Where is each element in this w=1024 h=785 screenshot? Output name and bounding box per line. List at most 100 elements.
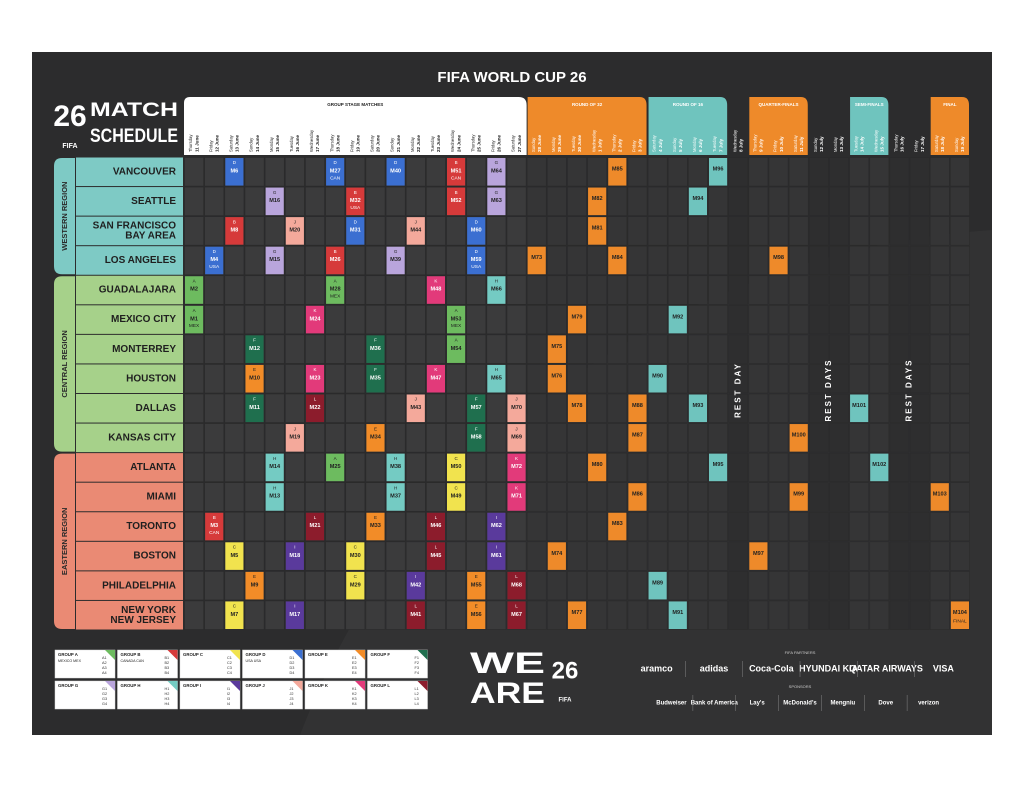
date-label: 17 June bbox=[315, 134, 320, 152]
grid-cell bbox=[224, 511, 245, 542]
city-name: ATLANTA bbox=[130, 462, 176, 473]
grid-cell bbox=[284, 452, 305, 482]
match-cell bbox=[628, 394, 647, 423]
grid-cell bbox=[184, 334, 204, 364]
date-label: 22 June bbox=[416, 134, 421, 152]
grid-cell bbox=[405, 275, 426, 305]
match-cell bbox=[507, 394, 526, 423]
grid-cell bbox=[567, 541, 587, 571]
date-label: 17 July bbox=[920, 136, 925, 152]
grid-cell bbox=[385, 216, 406, 246]
grid-cell bbox=[688, 157, 708, 187]
match-number: M60 bbox=[471, 228, 482, 234]
grid-cell bbox=[627, 452, 648, 482]
grid-cell bbox=[909, 186, 930, 216]
day-label: Friday bbox=[349, 139, 354, 152]
match-cell bbox=[447, 158, 466, 186]
match-group: D bbox=[213, 249, 217, 254]
date-label: 11 July bbox=[799, 136, 804, 152]
match-cell bbox=[346, 542, 365, 570]
date-label: 21 June bbox=[396, 134, 401, 152]
grid-cell bbox=[526, 482, 547, 512]
grid-cell bbox=[466, 275, 487, 305]
city-name: SAN FRANCISCO bbox=[93, 221, 177, 232]
group-tab bbox=[355, 681, 365, 691]
match-cell bbox=[467, 217, 486, 245]
match-group: C bbox=[354, 545, 358, 550]
grid-cell bbox=[365, 482, 386, 512]
grid-cell bbox=[264, 364, 285, 394]
grid-cell bbox=[345, 275, 366, 305]
grid-cell bbox=[184, 452, 204, 482]
city-cell bbox=[76, 512, 183, 541]
grid-cell bbox=[788, 541, 809, 571]
grid-cell bbox=[184, 364, 204, 394]
grid-cell bbox=[849, 482, 870, 512]
grid-cell bbox=[808, 245, 829, 276]
grid-cell bbox=[365, 541, 386, 571]
grid-cell bbox=[365, 571, 386, 601]
grid-cell bbox=[184, 216, 204, 246]
date-label: 19 June bbox=[356, 134, 361, 152]
grid-cell bbox=[506, 157, 527, 187]
group-team: I3 bbox=[227, 697, 230, 701]
match-group: L bbox=[435, 515, 438, 520]
grid-cell bbox=[224, 452, 245, 482]
group-name: GROUP E bbox=[308, 652, 328, 657]
grid-cell bbox=[305, 186, 325, 216]
grid-cell bbox=[284, 275, 305, 305]
match-cell bbox=[346, 571, 365, 600]
grid-cell bbox=[708, 334, 728, 364]
grid-cell bbox=[385, 600, 406, 630]
group-team: I4 bbox=[227, 702, 230, 706]
grid-cell bbox=[929, 452, 950, 482]
match-number: M82 bbox=[592, 196, 603, 202]
group-team: L2 bbox=[415, 692, 419, 696]
grid-cell bbox=[506, 216, 527, 246]
match-number: M57 bbox=[471, 405, 482, 411]
match-cell bbox=[688, 394, 707, 423]
grid-cell bbox=[667, 157, 688, 187]
grid-cell bbox=[426, 157, 446, 187]
grid-cell bbox=[607, 571, 628, 601]
grid-cell bbox=[305, 423, 325, 453]
match-group: J bbox=[415, 219, 417, 224]
match-number: M69 bbox=[511, 435, 522, 441]
grid-cell bbox=[929, 541, 950, 571]
match-cell bbox=[285, 601, 304, 629]
grid-cell bbox=[466, 305, 487, 335]
grid-cell bbox=[788, 393, 809, 423]
grid-cell bbox=[688, 452, 708, 482]
date-label: 16 July bbox=[900, 136, 905, 152]
grid-cell bbox=[365, 245, 386, 276]
grid-cell bbox=[546, 186, 567, 216]
match-number: M66 bbox=[491, 287, 502, 293]
grid-cell bbox=[345, 334, 366, 364]
match-group: L bbox=[515, 604, 518, 609]
group-box bbox=[54, 680, 116, 710]
grid-cell bbox=[849, 571, 870, 601]
grid-cell bbox=[929, 393, 950, 423]
match-group: G bbox=[495, 190, 499, 195]
match-number: M1 bbox=[190, 316, 198, 322]
day-label: Saturday bbox=[370, 134, 375, 152]
match-group: B bbox=[455, 160, 458, 165]
grid-cell bbox=[869, 541, 890, 571]
grid-cell bbox=[526, 511, 547, 542]
grid-cell bbox=[466, 482, 487, 512]
match-number: M35 bbox=[370, 375, 381, 381]
city-name: MONTERREY bbox=[112, 344, 176, 355]
group-team: G1 bbox=[102, 687, 107, 691]
grid-cell bbox=[728, 423, 749, 453]
grid-cell bbox=[244, 423, 265, 453]
group-team: B3 bbox=[165, 666, 170, 670]
day-label: Monday bbox=[551, 136, 556, 152]
match-number: M5 bbox=[230, 553, 238, 559]
grid-cell bbox=[244, 216, 265, 246]
match-cell bbox=[487, 187, 506, 216]
grid-cell bbox=[869, 245, 890, 276]
grid-cell bbox=[788, 186, 809, 216]
group-name: GROUP C bbox=[183, 652, 203, 657]
grid-cell bbox=[889, 305, 910, 335]
